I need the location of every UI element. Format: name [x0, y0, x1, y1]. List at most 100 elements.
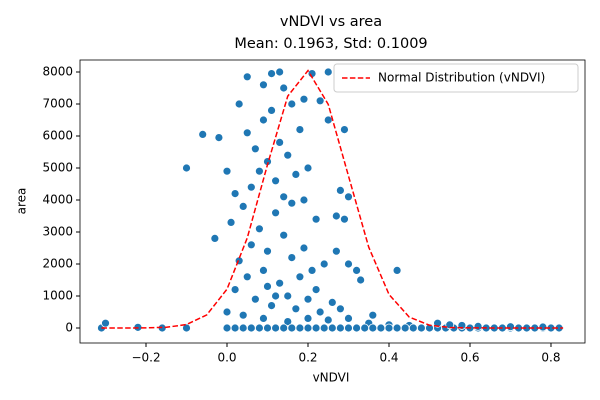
point	[473, 321, 483, 331]
point	[287, 198, 297, 208]
point	[303, 163, 313, 173]
point	[299, 195, 309, 205]
point	[255, 323, 264, 333]
y-tick-label: 5000	[42, 160, 73, 174]
point	[263, 246, 272, 256]
point	[283, 291, 293, 301]
point	[344, 313, 353, 323]
point	[303, 313, 313, 323]
point	[271, 291, 281, 301]
point	[323, 315, 333, 325]
point	[250, 144, 260, 154]
y-tick-label: 8000	[42, 64, 73, 78]
point	[344, 323, 353, 333]
y-tick-label: 0	[65, 320, 73, 334]
point	[392, 323, 402, 333]
point	[242, 72, 252, 82]
point	[340, 214, 349, 224]
point	[315, 307, 325, 317]
point	[538, 322, 548, 332]
point	[230, 323, 240, 333]
legend-box	[333, 63, 579, 93]
point	[295, 125, 305, 134]
point	[384, 323, 394, 333]
point	[315, 96, 325, 106]
point	[259, 313, 268, 323]
plot-frame	[79, 59, 586, 344]
point	[279, 323, 289, 333]
chart-title: vNDVI vs area	[280, 14, 382, 30]
chart-subtitle: Mean: 0.1963, Std: 0.1009	[234, 36, 427, 52]
point	[259, 265, 268, 275]
y-tick-label: 7000	[42, 96, 73, 110]
point	[242, 272, 252, 282]
x-tick-label: 0.8	[541, 351, 560, 365]
point	[291, 169, 301, 179]
y-axis-label: area	[15, 188, 29, 215]
point	[271, 176, 281, 186]
point	[246, 240, 256, 250]
point	[279, 230, 289, 240]
point	[267, 301, 276, 310]
point	[259, 115, 268, 125]
x-axis-label: vNDVI	[313, 371, 350, 385]
point	[182, 163, 191, 173]
point	[226, 217, 236, 227]
point	[255, 166, 264, 176]
point	[303, 323, 313, 333]
point	[344, 259, 353, 269]
point	[222, 323, 232, 333]
point	[230, 189, 240, 198]
point	[267, 69, 276, 78]
point	[392, 265, 402, 275]
point	[307, 265, 317, 275]
point	[331, 211, 341, 221]
point	[234, 99, 244, 109]
point	[198, 129, 208, 139]
point	[352, 265, 361, 275]
point	[344, 192, 353, 202]
point	[295, 272, 305, 282]
point	[327, 297, 337, 307]
point	[263, 323, 272, 333]
point	[275, 67, 285, 77]
line	[101, 69, 564, 329]
x-tick-label: 0.2	[298, 351, 317, 365]
point	[250, 294, 260, 304]
y-tick-label: 4000	[42, 192, 73, 206]
point	[255, 224, 264, 234]
x-tick-label: 0.4	[379, 351, 398, 365]
point	[210, 233, 220, 243]
point	[299, 94, 309, 104]
point	[279, 83, 289, 93]
point	[246, 182, 256, 192]
point	[416, 323, 426, 333]
x-tick-label: −0.2	[131, 351, 160, 365]
point	[408, 323, 418, 333]
point	[335, 185, 345, 195]
point	[279, 192, 289, 202]
point	[222, 307, 232, 317]
point	[368, 310, 378, 320]
point	[323, 115, 333, 125]
point	[506, 322, 515, 332]
point	[287, 99, 297, 109]
point	[238, 201, 248, 211]
x-tick-label: 0.6	[460, 351, 479, 365]
point	[400, 323, 410, 333]
point	[299, 243, 309, 253]
point	[376, 323, 386, 333]
point	[335, 304, 345, 314]
point	[356, 275, 366, 285]
point	[263, 281, 272, 291]
point	[311, 323, 321, 333]
point	[283, 317, 293, 326]
point	[275, 278, 285, 288]
point	[283, 150, 293, 160]
point	[246, 323, 256, 333]
point	[259, 80, 268, 90]
point	[182, 323, 191, 333]
point	[352, 323, 361, 333]
point	[319, 323, 329, 333]
